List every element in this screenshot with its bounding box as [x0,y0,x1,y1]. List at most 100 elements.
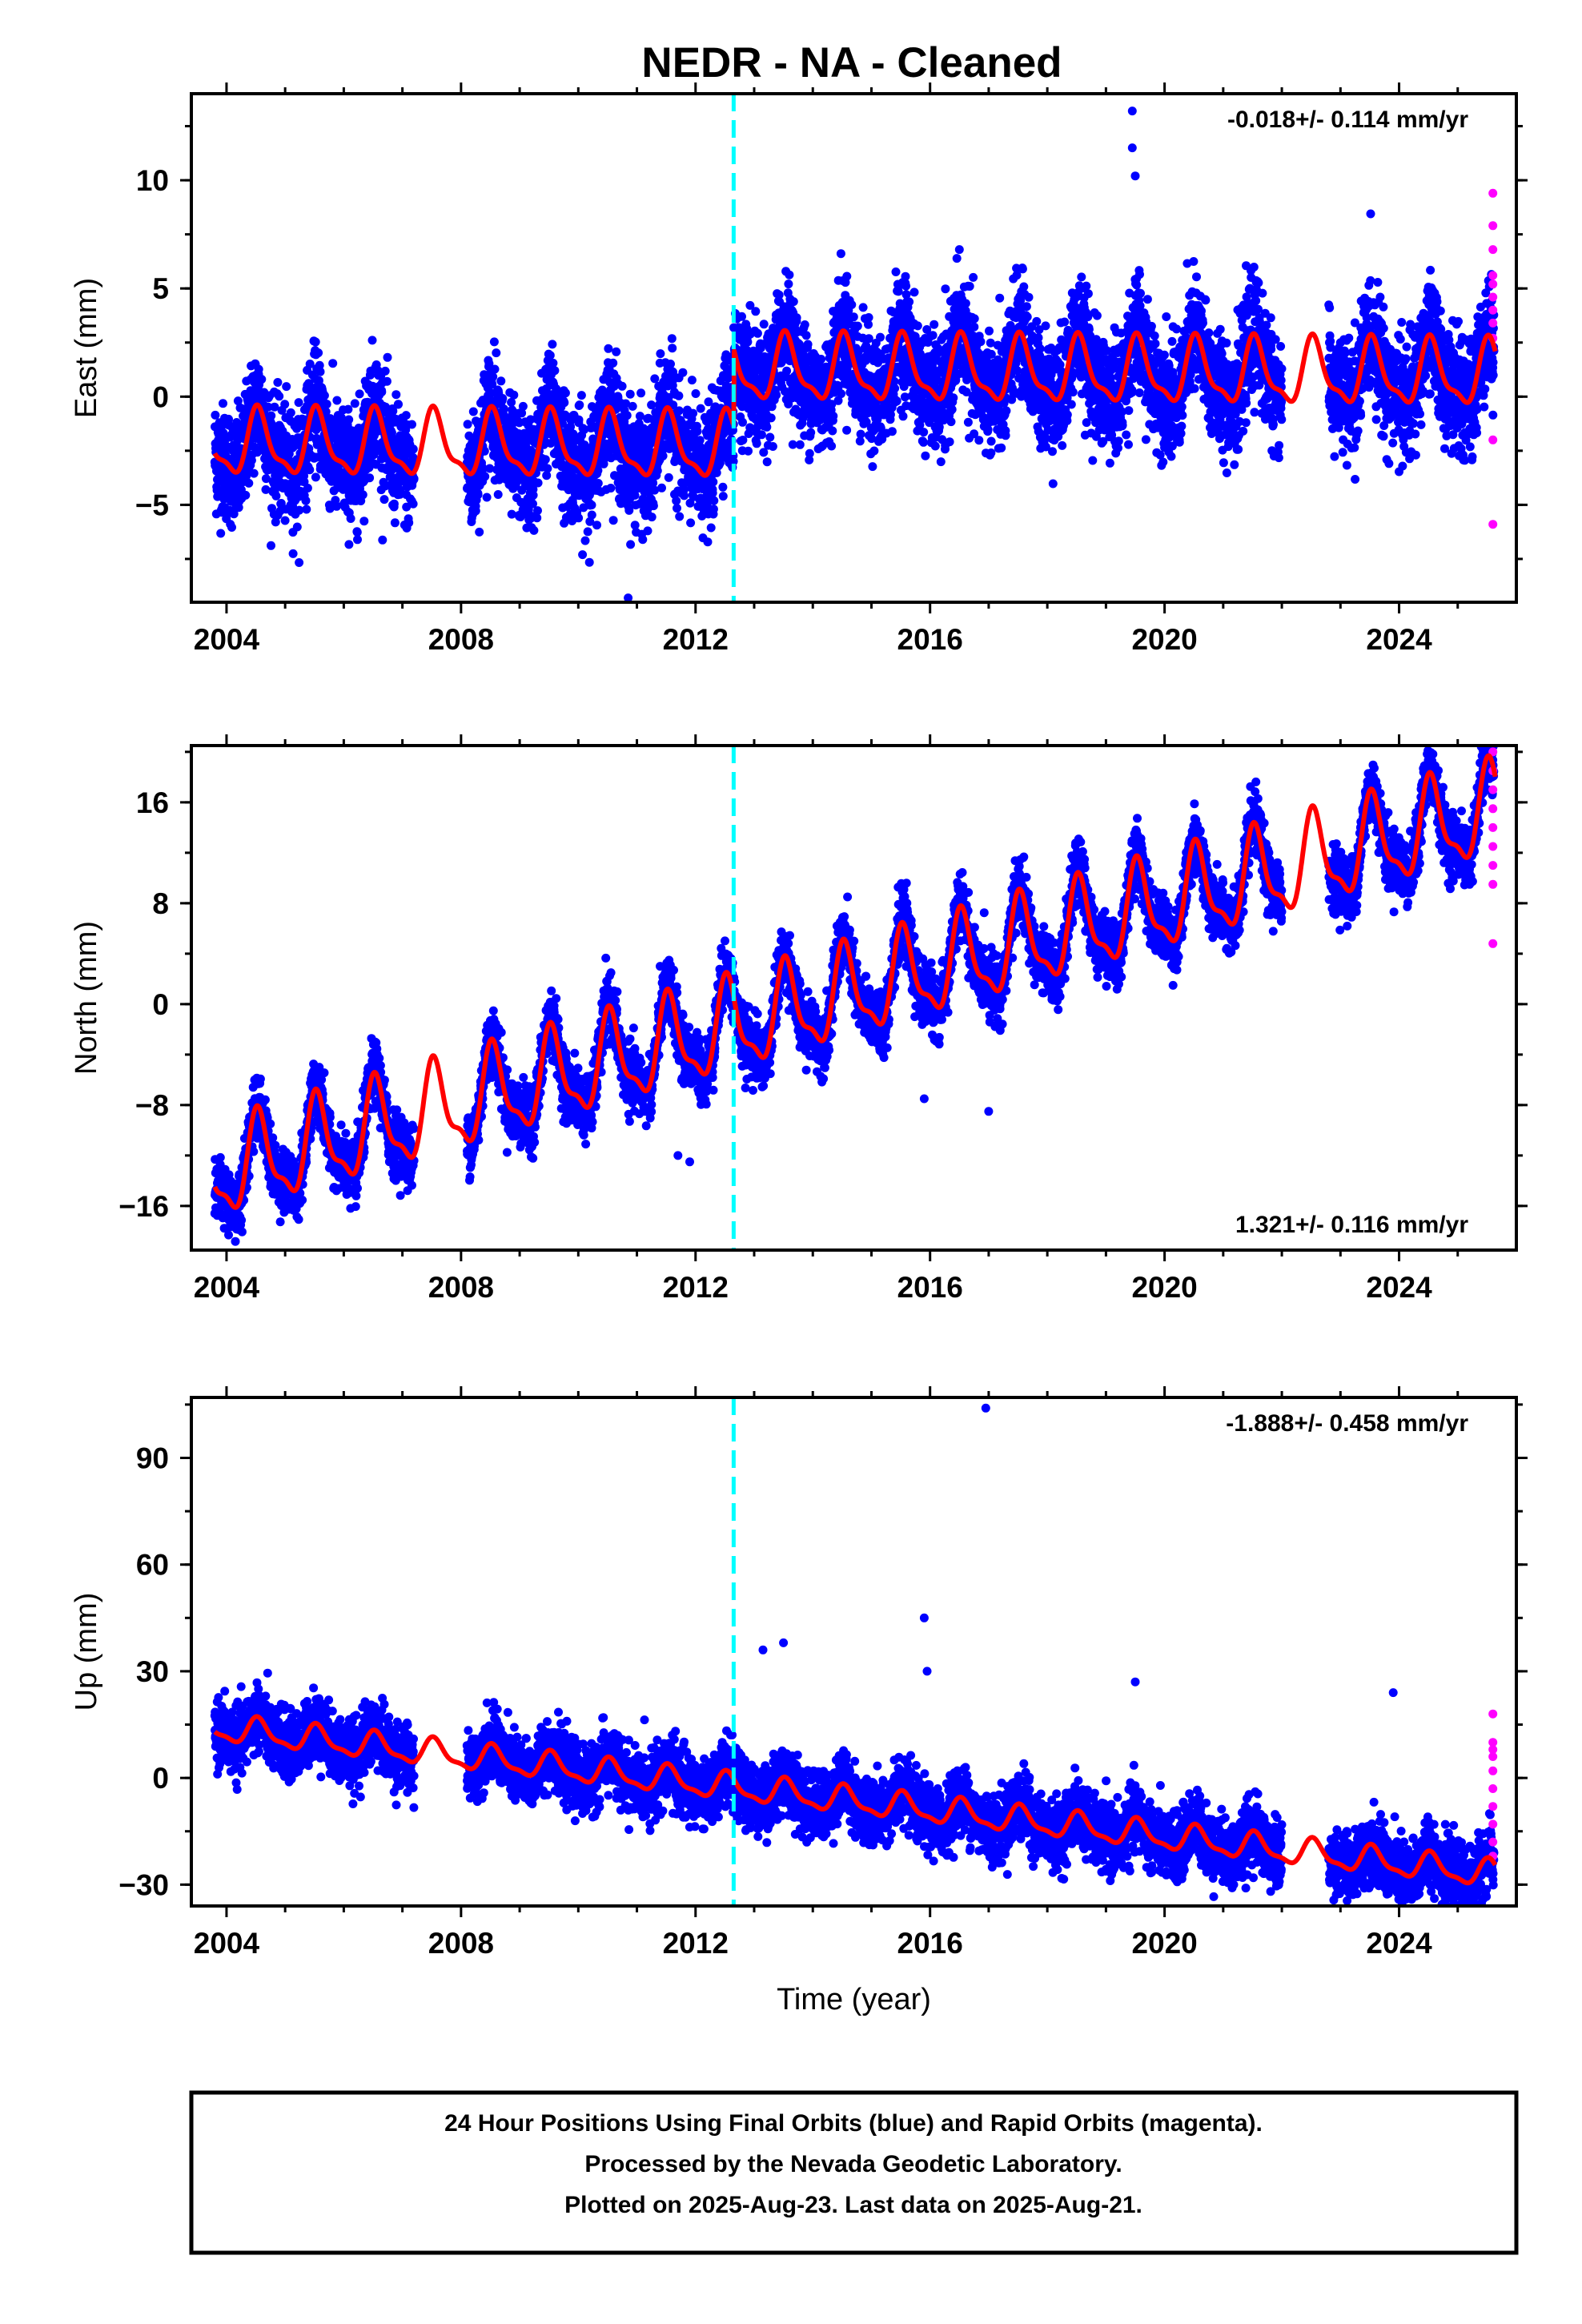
final-orbit-point [664,472,673,482]
final-orbit-point [946,417,956,427]
final-orbit-point [377,388,387,396]
final-orbit-point [275,392,284,401]
final-orbit-point [507,509,516,519]
final-orbit-point [708,489,717,498]
final-orbit-point [674,406,684,416]
final-orbit-point [891,267,901,276]
final-orbit-point [408,420,416,429]
final-orbit-point [1058,440,1067,450]
final-orbit-point [762,457,772,467]
final-orbit-point [545,351,555,360]
final-orbit-point [583,527,592,537]
final-orbit-point [528,499,537,509]
final-orbit-point [1035,344,1045,353]
final-orbit-point [765,432,775,442]
final-orbit-point [533,478,543,488]
final-orbit-point [752,439,761,448]
final-orbit-point [404,518,414,528]
final-orbit-point [492,348,501,358]
final-orbit-point [288,549,298,558]
final-orbit-point [367,336,377,345]
final-orbit-point [965,282,974,291]
final-orbit-point [709,496,719,505]
final-orbit-point [233,396,243,406]
final-orbit-point [211,410,220,420]
final-orbit-point [718,482,728,492]
final-orbit-point [624,505,634,515]
final-orbit-point [693,427,702,436]
final-orbit-point [560,388,570,398]
final-orbit-point [408,444,418,454]
final-orbit-point [593,466,603,475]
final-orbit-point [757,430,766,440]
final-orbit-point [905,297,914,307]
final-orbit-point [626,540,636,549]
final-orbit-point [995,293,1005,303]
final-orbit-point [997,443,1006,452]
final-orbit-point [350,399,359,408]
final-orbit-point [762,422,772,432]
final-orbit-point [961,299,970,308]
final-orbit-point [229,509,239,519]
final-orbit-point [1024,292,1034,302]
final-orbit-point [507,397,516,407]
final-orbit-point [612,347,621,356]
final-orbit-point [858,303,868,312]
final-orbit-point [703,537,713,547]
final-orbit-point [638,535,648,545]
final-orbit-point [738,417,747,427]
final-orbit-point [267,541,275,550]
final-orbit-point [691,389,701,398]
final-orbit-point [480,446,489,456]
final-orbit-point [1018,264,1027,274]
final-orbit-point [391,390,401,400]
final-orbit-point [887,427,897,436]
final-orbit-point [468,407,478,416]
final-orbit-point [489,337,499,347]
final-orbit-point [969,272,978,282]
final-orbit-point [983,424,993,434]
final-orbit-point [576,391,586,400]
final-orbit-point [493,490,503,499]
final-orbit-point [346,514,355,523]
final-orbit-point [359,517,369,526]
final-orbit-point [282,382,291,392]
final-orbit-point [876,332,885,342]
final-orbit-point [1022,302,1031,312]
final-orbit-point [772,390,781,400]
final-orbit-point [986,448,996,457]
final-orbit-point [952,254,962,263]
final-orbit-point [270,402,279,412]
final-orbit-point [408,452,418,462]
final-orbit-point [647,400,656,410]
final-orbit-point [303,484,312,493]
final-orbit-point [241,490,251,500]
final-orbit-point [976,337,986,347]
final-orbit-point [625,389,635,399]
final-orbit-point [827,441,837,451]
final-orbit-point [332,396,342,405]
final-orbit-point [817,355,826,364]
final-orbit-point [1048,479,1058,489]
final-orbit-point [352,528,362,537]
final-orbit-point [617,381,627,391]
final-orbit-point [358,490,367,500]
final-orbit-point [753,328,762,338]
final-orbit-point [737,312,746,321]
final-orbit-point [847,300,857,309]
final-orbit-point [643,526,652,536]
final-orbit-point [249,468,259,478]
final-orbit-point [648,478,658,488]
final-orbit-point [751,307,761,316]
final-orbit-point [532,513,542,523]
final-orbit-point [543,464,552,473]
final-orbit-point [295,505,304,515]
final-orbit-point [898,412,908,421]
final-orbit-point [548,358,558,368]
final-orbit-point [689,408,698,418]
final-orbit-point [784,279,793,289]
final-orbit-point [650,485,660,495]
final-orbit-point [389,499,399,509]
final-orbit-point [909,287,919,297]
